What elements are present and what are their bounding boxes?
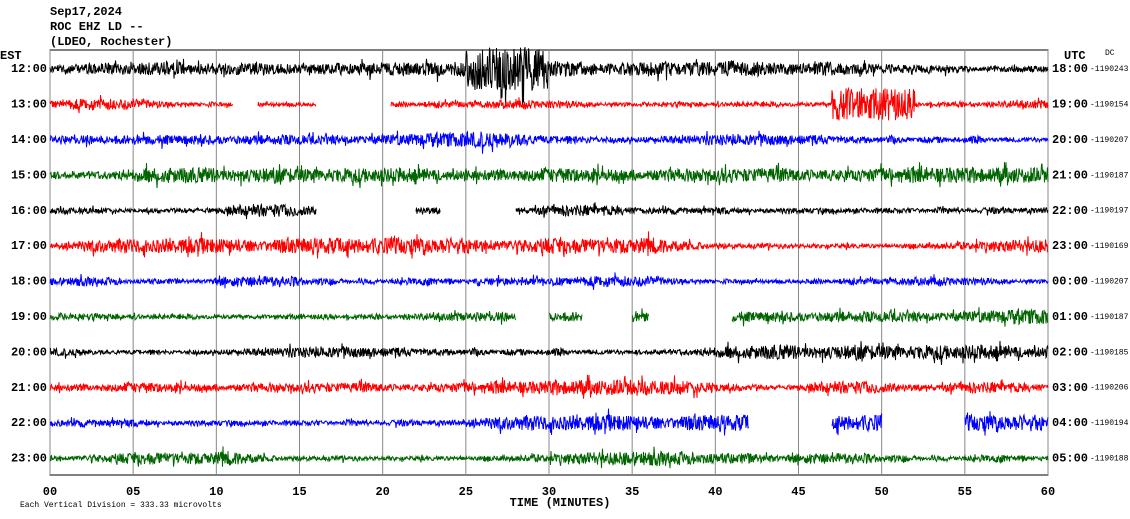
- dc-value: -1190185: [1090, 348, 1129, 357]
- est-label: 18:00: [11, 275, 47, 289]
- x-tick-label: 50: [874, 485, 888, 499]
- utc-label: 22:00: [1052, 204, 1088, 218]
- trace: [49, 130, 1049, 154]
- right-axis-label: UTC: [1064, 49, 1086, 63]
- utc-label: 05:00: [1052, 452, 1088, 466]
- est-label: 17:00: [11, 239, 47, 253]
- utc-label: 21:00: [1052, 168, 1088, 182]
- utc-label: 01:00: [1052, 310, 1088, 324]
- trace: [49, 231, 1049, 259]
- dc-value: -1190154: [1090, 101, 1129, 110]
- dc-label: DC: [1105, 49, 1115, 58]
- x-tick-label: 60: [1041, 485, 1055, 499]
- dc-value: -1190187: [1090, 171, 1129, 180]
- x-tick-label: 05: [126, 485, 140, 499]
- dc-value: -1190206: [1090, 384, 1129, 393]
- left-axis-label: EST: [0, 49, 22, 63]
- x-axis-label: TIME (MINUTES): [510, 496, 611, 510]
- trace: [49, 374, 1049, 399]
- dc-value: -1190169: [1090, 242, 1129, 251]
- est-label: 14:00: [11, 133, 47, 147]
- dc-value: -1190194: [1090, 419, 1129, 428]
- trace: [49, 340, 1049, 366]
- trace: [49, 408, 1049, 436]
- trace: [49, 446, 1049, 469]
- x-tick-label: 55: [958, 485, 972, 499]
- est-label: 13:00: [11, 98, 47, 112]
- x-tick-label: 40: [708, 485, 722, 499]
- x-tick-label: 20: [375, 485, 389, 499]
- est-label: 22:00: [11, 416, 47, 430]
- trace: [49, 47, 1049, 107]
- est-label: 20:00: [11, 345, 47, 359]
- utc-label: 18:00: [1052, 62, 1088, 76]
- x-tick-label: 10: [209, 485, 223, 499]
- network: (LDEO, Rochester): [50, 35, 172, 49]
- utc-label: 00:00: [1052, 275, 1088, 289]
- est-label: 19:00: [11, 310, 47, 324]
- dc-value: -1190207: [1090, 136, 1129, 145]
- trace: [49, 202, 1049, 220]
- x-tick-label: 00: [43, 485, 57, 499]
- trace: [49, 272, 1049, 290]
- trace: [49, 307, 1049, 327]
- est-label: 15:00: [11, 168, 47, 182]
- dc-value: -1190188: [1090, 455, 1129, 464]
- utc-label: 19:00: [1052, 98, 1088, 112]
- utc-label: 20:00: [1052, 133, 1088, 147]
- est-label: 23:00: [11, 452, 47, 466]
- trace: [49, 86, 1049, 121]
- dc-value: -1190243: [1090, 65, 1129, 74]
- dc-value: -1190207: [1090, 278, 1129, 287]
- x-tick-label: 25: [459, 485, 473, 499]
- station: ROC EHZ LD --: [50, 20, 144, 34]
- utc-label: 04:00: [1052, 416, 1088, 430]
- est-label: 16:00: [11, 204, 47, 218]
- dc-value: -1190187: [1090, 313, 1129, 322]
- x-tick-label: 15: [292, 485, 306, 499]
- x-tick-label: 30: [542, 485, 556, 499]
- est-label: 12:00: [11, 62, 47, 76]
- utc-label: 02:00: [1052, 345, 1088, 359]
- dc-value: -1190197: [1090, 207, 1129, 216]
- date: Sep17,2024: [50, 5, 122, 19]
- scale-note: Each Vertical Division = 333.33 microvol…: [20, 501, 222, 510]
- x-tick-label: 35: [625, 485, 639, 499]
- est-label: 21:00: [11, 381, 47, 395]
- trace: [49, 162, 1049, 189]
- utc-label: 23:00: [1052, 239, 1088, 253]
- x-tick-label: 45: [791, 485, 805, 499]
- utc-label: 03:00: [1052, 381, 1088, 395]
